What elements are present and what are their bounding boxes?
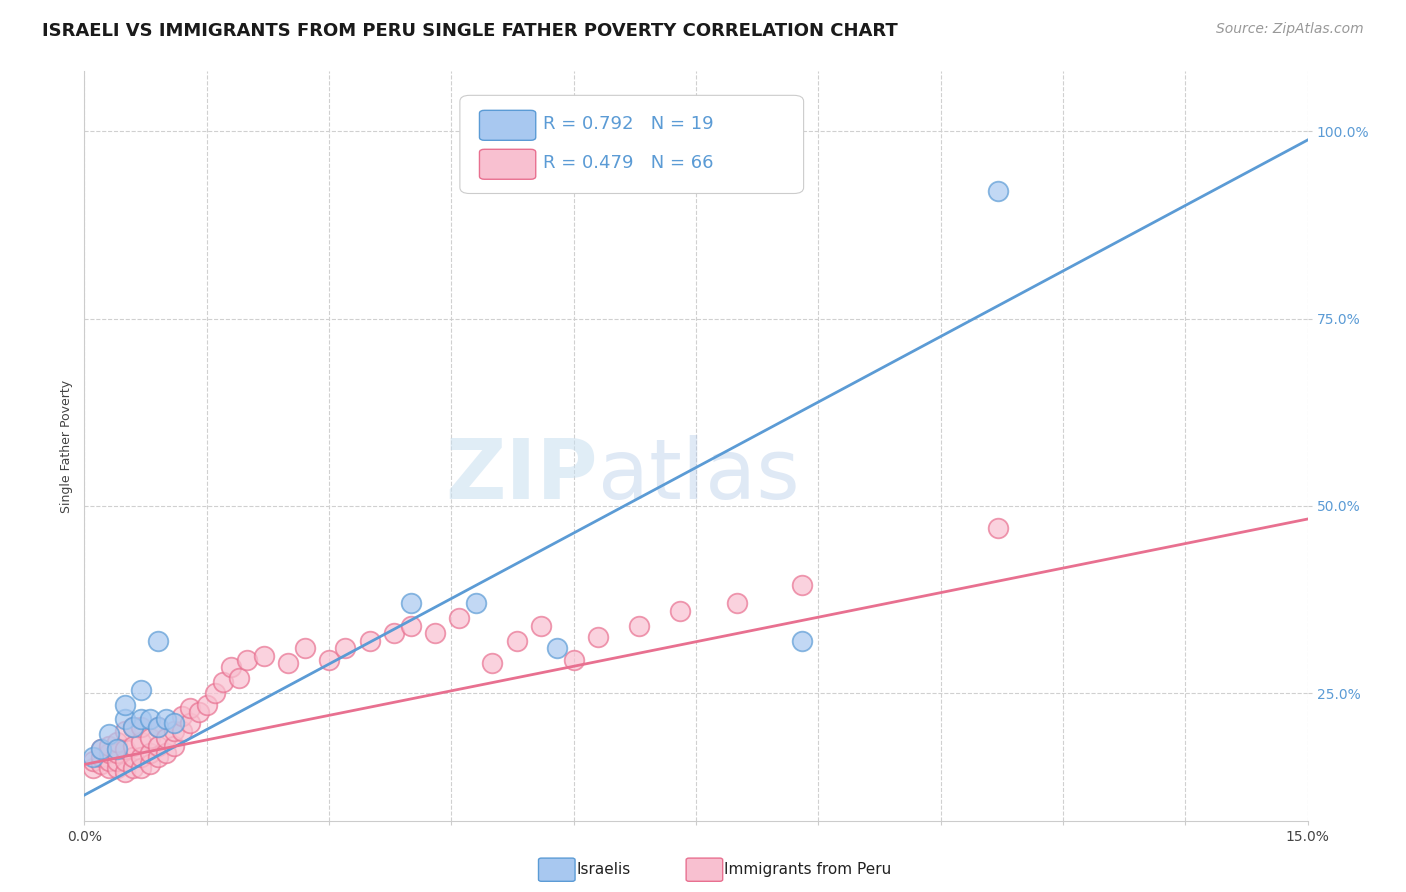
- Point: [449, 611, 471, 625]
- Point: [146, 720, 169, 734]
- Point: [131, 682, 153, 697]
- Point: [155, 713, 177, 727]
- Point: [179, 716, 201, 731]
- Point: [131, 735, 153, 749]
- Point: [131, 750, 153, 764]
- Point: [90, 742, 112, 756]
- Point: [131, 761, 153, 775]
- Point: [82, 750, 104, 764]
- Point: [987, 521, 1010, 535]
- Point: [105, 746, 128, 760]
- Point: [97, 761, 120, 775]
- Point: [187, 705, 209, 719]
- Point: [138, 713, 160, 727]
- Point: [163, 739, 186, 753]
- Point: [122, 739, 145, 753]
- Point: [172, 708, 194, 723]
- Point: [163, 723, 186, 738]
- Point: [122, 761, 145, 775]
- Point: [155, 731, 177, 746]
- Point: [163, 716, 186, 731]
- Point: [131, 713, 153, 727]
- Point: [114, 764, 136, 779]
- Text: atlas: atlas: [598, 435, 800, 516]
- Text: Immigrants from Peru: Immigrants from Peru: [724, 863, 891, 877]
- Point: [179, 701, 201, 715]
- Point: [90, 757, 112, 772]
- Point: [146, 750, 169, 764]
- Text: R = 0.479   N = 66: R = 0.479 N = 66: [543, 153, 714, 172]
- Point: [464, 596, 486, 610]
- Point: [668, 604, 690, 618]
- Text: Source: ZipAtlas.com: Source: ZipAtlas.com: [1216, 22, 1364, 37]
- Point: [399, 619, 422, 633]
- Point: [82, 754, 104, 768]
- Point: [423, 626, 446, 640]
- Point: [253, 648, 276, 663]
- Point: [90, 750, 112, 764]
- Point: [146, 720, 169, 734]
- Point: [219, 660, 242, 674]
- Point: [138, 731, 160, 746]
- Point: [294, 641, 316, 656]
- Y-axis label: Single Father Poverty: Single Father Poverty: [60, 379, 73, 513]
- Point: [359, 633, 381, 648]
- FancyBboxPatch shape: [479, 149, 536, 179]
- Point: [790, 577, 813, 591]
- Point: [335, 641, 357, 656]
- Point: [481, 657, 503, 671]
- Point: [97, 754, 120, 768]
- Point: [114, 713, 136, 727]
- Point: [277, 657, 299, 671]
- Point: [562, 652, 585, 666]
- Point: [399, 596, 422, 610]
- Point: [155, 746, 177, 760]
- FancyBboxPatch shape: [479, 111, 536, 140]
- Point: [725, 596, 748, 610]
- Point: [987, 184, 1010, 198]
- Point: [105, 754, 128, 768]
- FancyBboxPatch shape: [460, 95, 804, 194]
- Point: [138, 757, 160, 772]
- Point: [318, 652, 340, 666]
- Text: R = 0.792   N = 19: R = 0.792 N = 19: [543, 115, 714, 133]
- Point: [146, 633, 169, 648]
- Point: [97, 727, 120, 741]
- Point: [228, 671, 250, 685]
- Point: [97, 746, 120, 760]
- Text: ZIP: ZIP: [446, 435, 598, 516]
- Point: [790, 633, 813, 648]
- Text: ISRAELI VS IMMIGRANTS FROM PERU SINGLE FATHER POVERTY CORRELATION CHART: ISRAELI VS IMMIGRANTS FROM PERU SINGLE F…: [42, 22, 898, 40]
- Point: [90, 742, 112, 756]
- Point: [627, 619, 650, 633]
- Point: [236, 652, 259, 666]
- Point: [138, 746, 160, 760]
- Point: [97, 739, 120, 753]
- Point: [114, 698, 136, 712]
- Point: [105, 735, 128, 749]
- Point: [131, 720, 153, 734]
- Point: [204, 686, 226, 700]
- Point: [505, 633, 527, 648]
- Text: Israelis: Israelis: [576, 863, 631, 877]
- Point: [586, 630, 609, 644]
- Point: [105, 761, 128, 775]
- Point: [105, 742, 128, 756]
- Point: [172, 723, 194, 738]
- Point: [82, 761, 104, 775]
- Point: [122, 720, 145, 734]
- Point: [146, 739, 169, 753]
- Point: [122, 750, 145, 764]
- Point: [114, 754, 136, 768]
- Point: [195, 698, 218, 712]
- Point: [382, 626, 405, 640]
- Point: [114, 742, 136, 756]
- Point: [114, 723, 136, 738]
- Point: [122, 720, 145, 734]
- Point: [530, 619, 553, 633]
- Point: [212, 675, 235, 690]
- Point: [546, 641, 568, 656]
